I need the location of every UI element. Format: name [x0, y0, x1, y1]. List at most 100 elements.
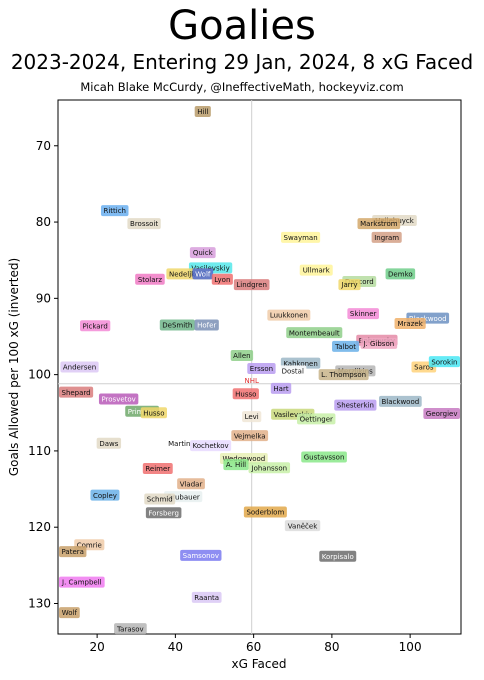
point-label: Skinner — [350, 310, 377, 318]
point-label: Raanta — [194, 594, 219, 602]
point-label: Mrazek — [398, 320, 424, 328]
point-marker — [127, 218, 161, 230]
point-label: Daws — [99, 440, 118, 448]
point-label: Husso — [235, 390, 256, 398]
point-label: Vejmelka — [234, 432, 266, 440]
point-label: J. Gibson — [362, 340, 394, 348]
point-label: Johansson — [251, 464, 288, 472]
point-label: Georgiev — [426, 410, 458, 418]
data-point: Ersson — [247, 363, 276, 375]
point-marker — [286, 327, 343, 339]
data-point: Vaněček — [284, 520, 321, 532]
point-label: Husso — [143, 409, 164, 417]
axes: 20 40 60 80 100 70 80 90 100 110 120 130 — [28, 139, 421, 654]
point-marker — [140, 407, 167, 419]
data-point: Talbot — [332, 340, 360, 352]
point-label: Quick — [193, 249, 214, 257]
point-label: Levi — [245, 413, 259, 421]
point-label: Lyon — [214, 276, 230, 284]
data-point: Hart — [270, 382, 292, 394]
y-tick-label: 100 — [28, 368, 51, 382]
y-axis-label: Goals Allowed per 100 xG (inverted) — [7, 258, 21, 476]
point-label: Wedgewood — [222, 455, 265, 463]
data-point: J. Campbell — [59, 576, 105, 588]
point-label: Forsberg — [148, 509, 179, 517]
data-point: Brossoit — [127, 218, 161, 230]
point-label: Martin — [168, 440, 190, 448]
point-label: Vasilevskiy — [274, 411, 312, 419]
point-marker — [230, 350, 254, 362]
point-label: A. Hill — [226, 461, 246, 469]
data-point: DeSmith — [159, 319, 195, 331]
point-marker — [279, 365, 307, 377]
point-marker — [211, 273, 233, 285]
data-point: Levi — [242, 411, 262, 423]
data-point: Luukkonen — [267, 309, 311, 321]
data-point: Tarasov — [114, 623, 147, 635]
point-marker — [297, 413, 336, 425]
point-marker — [379, 395, 422, 407]
x-tick-label: 100 — [399, 640, 422, 654]
point-marker — [347, 308, 379, 320]
data-point: Hofer — [194, 319, 219, 331]
point-marker — [360, 337, 398, 349]
point-marker — [232, 388, 259, 400]
point-label: L. Thompson — [321, 371, 366, 379]
point-marker — [334, 399, 377, 411]
data-point: Andersen — [60, 361, 99, 373]
data-point: Daws — [96, 437, 122, 449]
data-point: Mrazek — [394, 318, 426, 330]
point-marker — [301, 451, 347, 463]
point-marker — [189, 247, 216, 259]
point-label: Luukkonen — [270, 312, 308, 320]
point-label: Dostal — [282, 367, 304, 375]
point-marker — [242, 411, 262, 423]
point-marker — [281, 231, 321, 243]
point-label: Talbot — [334, 343, 356, 351]
x-tick-label: 80 — [324, 640, 339, 654]
point-marker — [59, 386, 94, 398]
y-tick-label: 80 — [36, 215, 51, 229]
point-label: Copley — [93, 492, 117, 500]
point-label: Jarry — [340, 281, 357, 289]
x-tick-label: 20 — [89, 640, 104, 654]
data-point: Soderblom — [243, 506, 287, 518]
data-point: Husso — [232, 388, 259, 400]
data-point: Kochetkov — [190, 440, 232, 452]
point-label: Tarasov — [116, 625, 144, 633]
data-point: Korpisalo — [319, 550, 357, 562]
point-marker — [270, 382, 292, 394]
point-marker — [428, 356, 460, 368]
point-marker — [247, 363, 276, 375]
data-point: Ullmark — [299, 264, 333, 276]
data-point: L. Thompson — [318, 369, 369, 381]
data-point: Martin — [165, 437, 193, 449]
point-label: Korpisalo — [322, 553, 354, 561]
point-label: Brossoit — [130, 220, 158, 228]
data-point: Shepard — [59, 386, 94, 398]
point-label: Pickard — [83, 322, 108, 330]
point-label: Vasilevskiy — [191, 264, 229, 272]
x-tick-label: 60 — [246, 640, 261, 654]
point-label: Andersen — [63, 364, 96, 372]
point-marker — [180, 549, 222, 561]
point-label: Hill — [197, 108, 208, 116]
point-label: Vladar — [180, 480, 203, 488]
point-marker — [59, 576, 105, 588]
point-label: Saros — [414, 364, 434, 372]
point-marker — [59, 607, 80, 619]
point-marker — [98, 393, 139, 405]
point-marker — [100, 205, 129, 217]
data-point: Johansson — [248, 462, 291, 474]
data-point: Skinner — [347, 308, 379, 320]
point-marker — [233, 279, 270, 291]
point-label: Ingram — [374, 234, 399, 242]
data-point: Quick — [189, 247, 216, 259]
point-label: Hart — [273, 385, 288, 393]
point-label: Demko — [388, 271, 413, 279]
point-marker — [145, 507, 182, 519]
data-point: Samsonov — [180, 549, 222, 561]
data-point: Jarry — [338, 279, 361, 291]
point-marker — [194, 319, 219, 331]
